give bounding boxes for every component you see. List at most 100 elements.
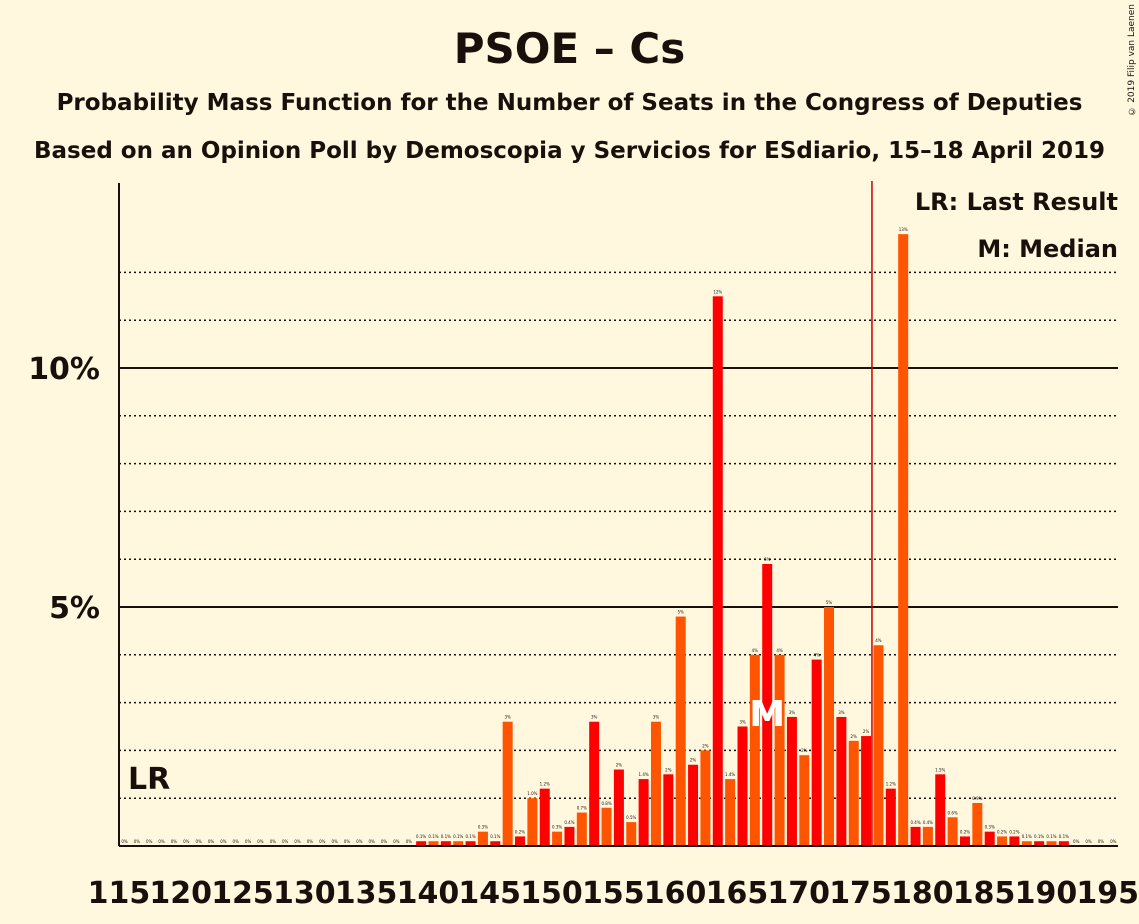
bar-label-seat-181: 1.5% — [935, 767, 945, 772]
bar-seat-172 — [824, 607, 835, 846]
legend-median: M: Median — [977, 235, 1118, 263]
bar-label-seat-123: 0% — [220, 839, 227, 844]
bar-seat-150 — [552, 831, 563, 846]
bar-label-seat-143: 0.1% — [465, 834, 475, 839]
chart-subtitle-poll: Based on an Opinion Poll by Demoscopia y… — [34, 138, 1105, 164]
bar-label-seat-116: 0% — [134, 839, 141, 844]
bar-label-seat-132: 0% — [331, 839, 338, 844]
bar-seat-182 — [947, 817, 958, 846]
bar-label-seat-130: 0% — [307, 839, 314, 844]
bar-label-seat-174: 2% — [851, 734, 858, 739]
bar-seat-142 — [453, 841, 464, 846]
bar-seat-191 — [1058, 841, 1069, 846]
x-axis: 115 120 125 130 135 140 145 150 155 160 165 170 175 1… — [88, 845, 1139, 911]
bar-label-seat-115: 0% — [121, 839, 128, 844]
bar-label-seat-118: 0% — [158, 839, 165, 844]
bar-seat-176 — [873, 645, 884, 846]
bar-label-seat-152: 0.7% — [577, 806, 587, 811]
bar-seat-167 — [762, 563, 773, 846]
x-tick-label: 120 — [149, 876, 212, 911]
bar-label-seat-136: 0% — [381, 839, 388, 844]
x-tick-label: 175 — [829, 876, 892, 911]
bar-label-seat-159: 2% — [665, 767, 672, 772]
bar-label-seat-139: 0.1% — [416, 834, 426, 839]
bar-seat-168 — [774, 654, 785, 846]
bar-label-seat-195: 0% — [1110, 839, 1117, 844]
bar-seat-146 — [502, 721, 513, 846]
x-tick-label: 165 — [706, 876, 769, 911]
bar-seat-185 — [984, 831, 995, 846]
bar-label-seat-194: 0% — [1098, 839, 1105, 844]
bar-label-seat-172: 5% — [826, 600, 833, 605]
bar-seat-155 — [613, 769, 624, 846]
bar-label-seat-161: 2% — [690, 758, 697, 763]
bar-label-seat-158: 3% — [653, 715, 660, 720]
bar-seat-158 — [650, 721, 661, 846]
bar-label-seat-134: 0% — [356, 839, 363, 844]
y-tick-label: 5% — [49, 591, 100, 626]
bar-seat-189 — [1034, 841, 1045, 846]
bar-seat-164 — [725, 779, 736, 846]
bar-seat-188 — [1021, 841, 1032, 846]
bar-seat-160 — [675, 616, 686, 846]
bar-label-seat-173: 3% — [838, 710, 845, 715]
bar-label-seat-126: 0% — [257, 839, 264, 844]
bar-label-seat-192: 0% — [1073, 839, 1080, 844]
bar-label-seat-145: 0.1% — [490, 834, 500, 839]
bar-label-seat-151: 0.4% — [564, 820, 574, 825]
bar-label-seat-117: 0% — [146, 839, 153, 844]
bar-label-seat-125: 0% — [245, 839, 252, 844]
bar-seat-170 — [799, 755, 810, 846]
bar-label-seat-155: 2% — [616, 763, 623, 768]
bar-label-seat-168: 4% — [776, 648, 783, 653]
bar-label-seat-122: 0% — [208, 839, 215, 844]
bar-label-seat-148: 1.0% — [527, 791, 537, 796]
chart-title: PSOE – Cs — [453, 24, 686, 73]
bar-seat-190 — [1046, 841, 1057, 846]
bar-seat-141 — [440, 841, 451, 846]
bar-label-seat-129: 0% — [294, 839, 301, 844]
bar-label-seat-131: 0% — [319, 839, 326, 844]
bar-seat-153 — [589, 721, 600, 846]
legend-last-result: LR: Last Result — [915, 188, 1118, 216]
bar-label-seat-144: 0.3% — [478, 825, 488, 830]
bar-seat-166 — [749, 654, 760, 846]
x-tick-label: 115 — [88, 876, 151, 911]
x-tick-label: 150 — [520, 876, 583, 911]
x-tick-label: 130 — [273, 876, 336, 911]
bar-seat-187 — [1009, 836, 1020, 846]
bar-seat-181 — [935, 774, 946, 846]
bar-value-labels: 0% 0% 0% 0% 0% 0% 0% 0% 0% 0% 0% 0% 0% 0% 0% 0% 0% 0% 0% 0%… — [121, 227, 1116, 844]
bar-seat-177 — [885, 788, 896, 846]
bar-label-seat-169: 3% — [789, 710, 796, 715]
bar-label-seat-135: 0% — [369, 839, 376, 844]
bar-label-seat-142: 0.1% — [453, 834, 463, 839]
bar-label-seat-156: 0.5% — [626, 815, 636, 820]
bar-seat-163 — [712, 296, 723, 846]
bar-seat-171 — [811, 659, 822, 846]
bar-label-seat-149: 1.2% — [540, 782, 550, 787]
bar-seat-145 — [490, 841, 501, 846]
bar-label-seat-189: 0.1% — [1034, 834, 1044, 839]
bar-label-seat-133: 0% — [344, 839, 351, 844]
x-tick-label: 160 — [644, 876, 707, 911]
bar-seat-139 — [416, 841, 427, 846]
bar-label-seat-177: 1.2% — [886, 782, 896, 787]
last-result-marker: LR — [128, 762, 170, 797]
bar-label-seat-191: 0.1% — [1059, 834, 1069, 839]
x-tick-label: 140 — [397, 876, 460, 911]
bar-label-seat-183: 0.2% — [960, 829, 970, 834]
bar-label-seat-138: 0% — [406, 839, 413, 844]
bar-label-seat-179: 0.4% — [910, 820, 920, 825]
x-tick-label: 125 — [211, 876, 274, 911]
x-tick-label: 195 — [1076, 876, 1139, 911]
bar-seat-144 — [477, 831, 488, 846]
x-tick-label: 180 — [891, 876, 954, 911]
y-tick-label: 10% — [28, 352, 100, 387]
bar-seat-161 — [688, 764, 699, 846]
bar-label-seat-165: 3% — [739, 720, 746, 725]
x-tick-label: 190 — [1015, 876, 1078, 911]
bar-label-seat-163: 12% — [713, 289, 722, 294]
bar-seat-154 — [601, 807, 612, 846]
bar-seat-159 — [663, 774, 674, 846]
